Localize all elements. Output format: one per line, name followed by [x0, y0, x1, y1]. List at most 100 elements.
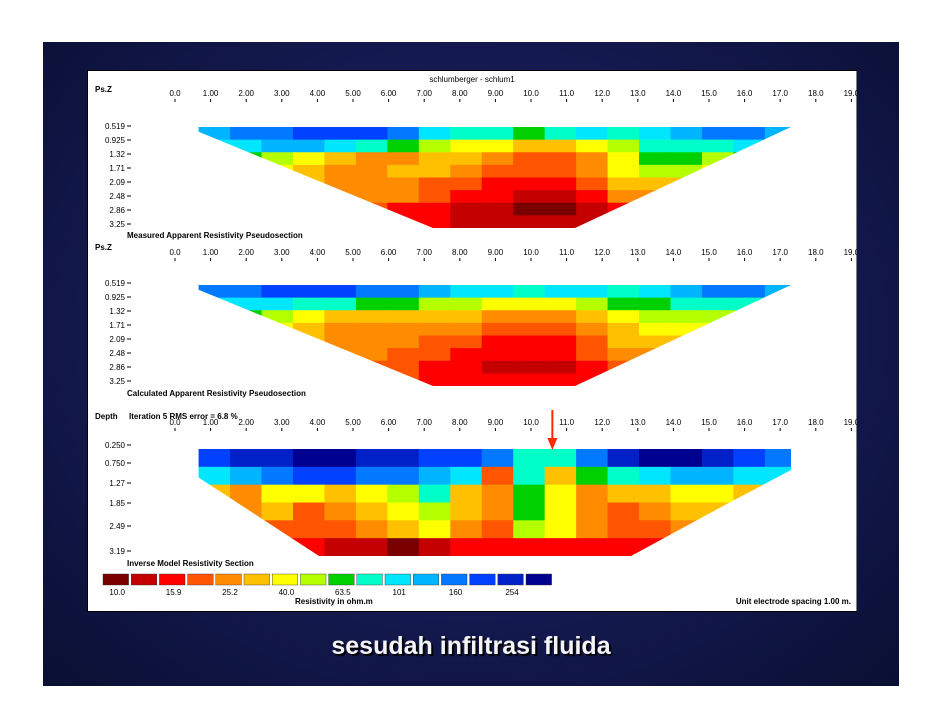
heatmap-cell — [701, 127, 735, 141]
heatmap-cell — [576, 177, 609, 191]
heatmap-cell — [198, 335, 231, 349]
heatmap-cell — [355, 466, 388, 486]
x-tick-label: 19.0 — [844, 418, 857, 427]
heatmap-cell — [764, 322, 791, 337]
legend-label: 10.0 — [109, 588, 125, 597]
heatmap-cell — [576, 373, 609, 386]
inverse-section-label: Inverse Model Resistivity Section — [127, 559, 254, 568]
heatmap-cell — [292, 335, 326, 349]
heatmap-cell — [418, 502, 451, 521]
x-tick-label: 5.00 — [345, 89, 361, 98]
heatmap-cell — [418, 449, 451, 468]
heatmap-cell — [670, 335, 703, 349]
heatmap-cell — [796, 215, 828, 228]
heatmap-cell — [418, 297, 451, 311]
heatmap-cell — [607, 484, 640, 504]
heatmap-cell — [639, 335, 672, 349]
legend-swatch — [300, 573, 327, 586]
heatmap-cell — [230, 215, 263, 228]
measured-section-label: Measured Apparent Resistivity Pseudosect… — [127, 231, 303, 240]
heatmap-cell — [764, 202, 791, 216]
heatmap-cell — [292, 449, 326, 468]
heatmap-cell — [230, 202, 263, 216]
heatmap-cell — [733, 202, 766, 216]
x-tick-label: 13.0 — [630, 89, 646, 98]
heatmap-cell — [670, 449, 703, 468]
heatmap-cell — [292, 297, 326, 311]
heatmap-cell — [355, 484, 388, 504]
heatmap-cell — [450, 164, 483, 179]
heatmap-cell — [198, 348, 231, 362]
heatmap-cell — [418, 322, 451, 337]
heatmap-cell — [198, 538, 231, 556]
heatmap-cell — [513, 190, 546, 204]
heatmap-cell — [764, 152, 791, 166]
heatmap-cell — [607, 152, 640, 166]
legend-swatch — [102, 573, 129, 586]
heatmap-cell — [576, 202, 609, 216]
heatmap-cell — [230, 139, 263, 153]
heatmap-cell — [481, 373, 514, 386]
heatmap-cell — [198, 360, 231, 374]
heatmap-cell — [450, 502, 483, 521]
x-tick-label: 18.0 — [808, 418, 824, 427]
y-tick-label: 0.250 — [105, 441, 126, 450]
heatmap-cell — [796, 152, 828, 165]
heatmap-cell — [450, 335, 483, 349]
x-tick-label: 3.00 — [274, 418, 290, 427]
x-tick-label: 15.0 — [701, 418, 717, 427]
x-tick-label: 11.0 — [559, 248, 575, 257]
heatmap-cell — [639, 202, 672, 216]
heatmap-cell — [261, 310, 294, 324]
heatmap-cell — [450, 484, 483, 504]
heatmap-cell — [607, 164, 640, 179]
heatmap-cell — [292, 202, 326, 216]
heatmap-cell — [387, 190, 420, 204]
heatmap-cell — [292, 310, 326, 324]
heatmap-cell — [450, 360, 483, 374]
heatmap-cell — [733, 297, 766, 311]
heatmap-cell — [387, 335, 420, 349]
heatmap-cell — [292, 520, 326, 539]
resistivity-figure: schlumberger - schlum1 0.0 1.00 2.00 3.00 4.… — [87, 70, 857, 612]
heatmap-cell — [639, 310, 672, 324]
heatmap-cell — [230, 190, 263, 204]
heatmap-cell — [355, 449, 388, 468]
heatmap-cell — [355, 538, 388, 556]
heatmap-cell — [733, 190, 766, 204]
y-axis-inverse: 0.250 0.750 1.27 1.85 2.49 3.19 — [105, 441, 131, 556]
heatmap-cell — [796, 190, 828, 203]
heatmap-cell — [292, 502, 326, 521]
legend-swatch — [159, 573, 186, 586]
heatmap-cell — [198, 449, 231, 468]
heatmap-cell — [796, 310, 828, 323]
heatmap-cell — [324, 466, 357, 486]
heatmap-cell — [796, 165, 828, 178]
heatmap-cell — [355, 127, 388, 141]
heatmap-cell — [544, 538, 577, 556]
heatmap-cell — [701, 297, 735, 311]
heatmap-cell — [261, 297, 294, 311]
heatmap-cell — [513, 322, 546, 337]
heatmap-cell — [639, 164, 672, 179]
y-tick-label: 1.32 — [109, 150, 125, 159]
heatmap-cell — [198, 285, 231, 299]
y-tick-label: 0.750 — [105, 459, 126, 468]
heatmap-cell — [670, 127, 703, 141]
heatmap-cell — [701, 335, 735, 349]
legend-swatch — [187, 573, 214, 586]
heatmap-cell — [261, 520, 294, 539]
heatmap-cell — [733, 215, 766, 228]
heatmap-cell — [450, 373, 483, 386]
heatmap-cell — [639, 297, 672, 311]
heatmap-cell — [639, 502, 672, 521]
arrow-head — [547, 438, 558, 450]
heatmap-cell — [733, 520, 766, 539]
legend-swatch — [131, 573, 158, 586]
heatmap-cell — [701, 139, 735, 153]
heatmap-cell — [387, 322, 420, 337]
heatmap-cell — [513, 360, 546, 374]
heatmap-cell — [261, 127, 294, 141]
heatmap-cell — [701, 322, 735, 337]
calculated-section-label: Calculated Apparent Resistivity Pseudose… — [127, 389, 306, 398]
